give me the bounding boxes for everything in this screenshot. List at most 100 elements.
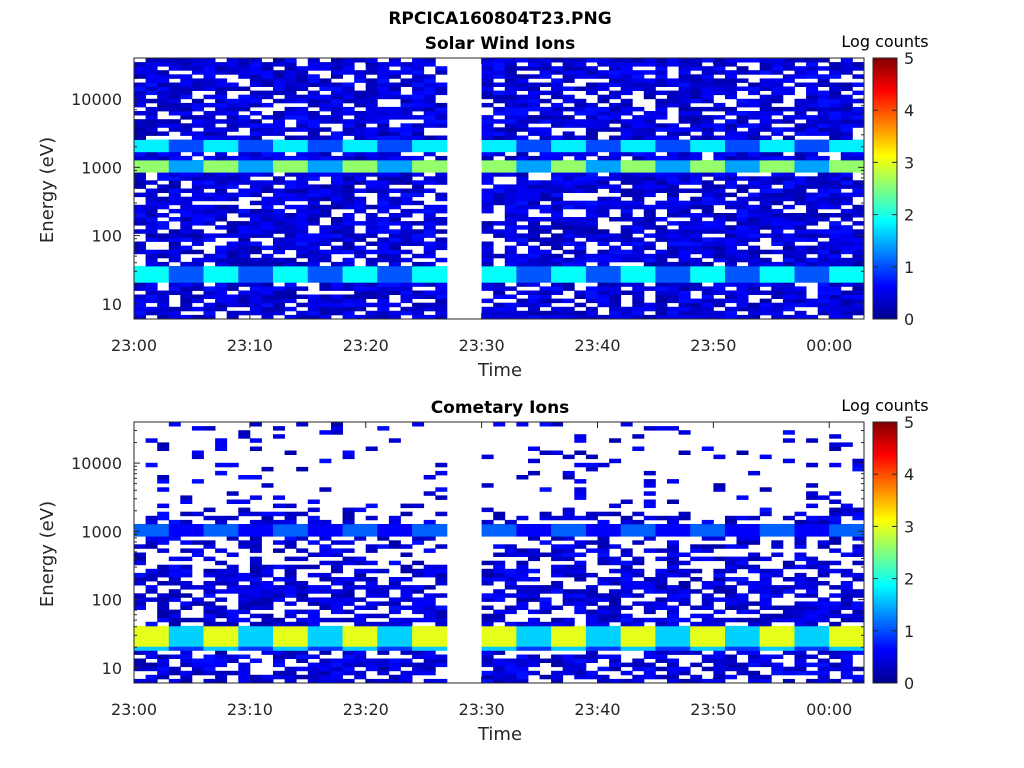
heatmap-cell <box>759 511 772 517</box>
heatmap-cell <box>759 625 772 631</box>
heatmap-cell <box>215 151 228 157</box>
heatmap-cell <box>203 164 216 169</box>
heatmap-cell <box>249 225 262 230</box>
heatmap-cell <box>736 593 749 598</box>
heatmap-cell <box>829 196 842 202</box>
heatmap-cell <box>759 507 772 513</box>
heatmap-cell <box>331 597 343 602</box>
heatmap-cell <box>609 74 622 79</box>
heatmap-cell <box>145 237 158 242</box>
heatmap-cell <box>134 274 146 279</box>
heatmap-cell <box>388 160 401 165</box>
heatmap-cell <box>145 654 158 659</box>
heatmap-cell <box>574 221 587 226</box>
heatmap-cell <box>261 597 274 602</box>
heatmap-cell <box>667 164 679 169</box>
heatmap-cell <box>539 208 552 214</box>
heatmap-cell <box>562 98 575 104</box>
heatmap-cell <box>748 638 761 643</box>
heatmap-cell <box>388 646 401 651</box>
heatmap-cell <box>620 66 633 71</box>
heatmap-cell <box>504 261 517 267</box>
heatmap-cell <box>562 200 575 206</box>
heatmap-cell <box>782 560 795 566</box>
heatmap-cell <box>168 524 181 529</box>
heatmap-cell <box>377 310 390 316</box>
heatmap-cell <box>168 237 181 242</box>
heatmap-cell <box>481 131 494 136</box>
heatmap-cell <box>412 589 425 594</box>
heatmap-cell <box>817 560 830 566</box>
heatmap-cell <box>377 638 390 643</box>
heatmap-cell <box>238 646 251 651</box>
heatmap-cell <box>319 192 332 198</box>
heatmap-cell <box>145 229 158 234</box>
heatmap-cell <box>667 630 679 635</box>
x-tick-label: 23:30 <box>459 336 505 355</box>
heatmap-cell <box>273 123 285 128</box>
heatmap-cell <box>643 638 656 643</box>
heatmap-cell <box>168 58 181 63</box>
heatmap-cell <box>794 511 807 517</box>
heatmap-cell <box>435 102 448 108</box>
heatmap-cell <box>632 241 645 246</box>
heatmap-cell <box>551 151 564 157</box>
heatmap-cell <box>504 621 517 627</box>
heatmap-cell <box>307 528 320 533</box>
heatmap-cell <box>203 621 216 627</box>
heatmap-cell <box>191 131 204 136</box>
heatmap-cell <box>609 658 622 663</box>
heatmap-cell <box>296 654 309 659</box>
heatmap-cell <box>377 282 390 287</box>
heatmap-cell <box>736 306 749 312</box>
heatmap-cell <box>481 274 494 279</box>
heatmap-cell <box>423 139 436 145</box>
heatmap-cell <box>690 544 703 549</box>
heatmap-cell <box>574 200 587 206</box>
heatmap-cell <box>690 119 703 124</box>
heatmap-cell <box>516 630 529 635</box>
heatmap-cell <box>180 172 193 177</box>
heatmap-cell <box>620 585 633 590</box>
heatmap-cell <box>759 98 772 104</box>
heatmap-cell <box>585 266 598 271</box>
heatmap-cell <box>551 221 564 226</box>
heatmap-cell <box>609 257 622 263</box>
heatmap-cell <box>748 204 761 210</box>
heatmap-cell <box>249 245 262 251</box>
heatmap-cell <box>632 155 645 161</box>
heatmap-cell <box>331 94 343 100</box>
heatmap-cell <box>852 266 865 271</box>
heatmap-cell <box>377 143 390 149</box>
heatmap-cell <box>157 630 170 635</box>
heatmap-cell <box>191 164 204 169</box>
heatmap-cell <box>249 155 262 161</box>
heatmap-cell <box>388 609 401 615</box>
heatmap-cell <box>273 58 285 63</box>
heatmap-cell <box>840 164 853 169</box>
heatmap-cell <box>701 666 714 672</box>
heatmap-cell <box>365 188 378 193</box>
heatmap-cell <box>840 62 853 67</box>
heatmap-cell <box>435 294 448 299</box>
heatmap-cell <box>354 74 367 79</box>
heatmap-cell <box>377 66 390 71</box>
heatmap-cell <box>215 164 228 169</box>
heatmap-cell <box>562 270 575 275</box>
heatmap-cell <box>539 609 552 615</box>
heatmap-cell <box>701 658 714 663</box>
heatmap-cell <box>678 560 691 566</box>
heatmap-cell <box>157 151 170 157</box>
heatmap-cell <box>180 115 193 120</box>
heatmap-cell <box>319 278 332 283</box>
heatmap-cell <box>481 662 494 668</box>
heatmap-cell <box>725 131 737 136</box>
heatmap-cell <box>400 221 413 226</box>
heatmap-cell <box>736 98 749 104</box>
heatmap-cell <box>725 515 737 521</box>
heatmap-cell <box>539 188 552 193</box>
heatmap-cell <box>528 115 540 120</box>
heatmap-cell <box>377 86 390 91</box>
heatmap-cell <box>504 94 517 100</box>
heatmap-cell <box>655 306 668 312</box>
